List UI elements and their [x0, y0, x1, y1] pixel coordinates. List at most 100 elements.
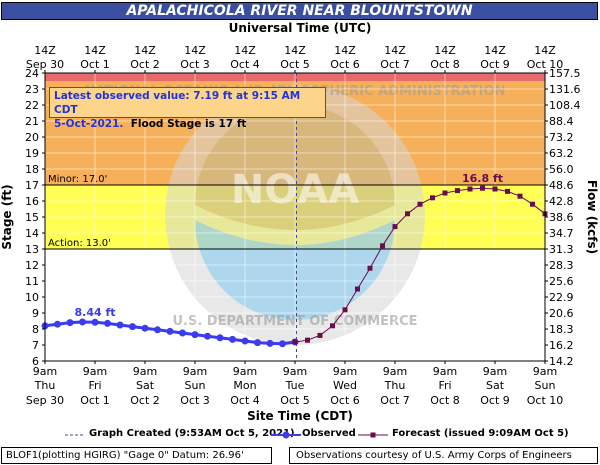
stage-tick-label: 19	[25, 147, 39, 160]
top-tick-date: Oct 1	[80, 58, 110, 71]
top-tick-time: 14Z	[484, 44, 506, 57]
observation-date: 5-Oct-2021.	[54, 118, 124, 130]
forecast-point	[455, 188, 460, 194]
flow-tick-label: 108.4	[549, 99, 581, 112]
latest-observation-text: Latest observed value: 7.19 ft at 9:15 A…	[54, 90, 301, 116]
stage-tick-label: 12	[25, 259, 39, 272]
observations-credit-footer: Observations courtesy of U.S. Army Corps…	[289, 447, 598, 464]
flow-tick-label: 48.6	[549, 179, 574, 192]
flow-tick-label: 16.2	[549, 339, 574, 352]
flow-tick-label: 73.2	[549, 131, 574, 144]
observed-point	[266, 339, 274, 347]
threshold-label: Action: 13.0'	[48, 238, 111, 249]
flow-tick-label: 131.6	[549, 83, 581, 96]
forecast-point	[317, 332, 323, 338]
stage-tick-label: 24	[25, 67, 39, 80]
threshold-label: Minor: 17.0'	[48, 174, 107, 185]
observed-point	[66, 319, 74, 327]
stage-tick-label: 20	[25, 131, 39, 144]
observed-point	[279, 340, 286, 348]
legend-forecast: Forecast (issued 9:09AM Oct 5)	[392, 428, 569, 439]
top-tick-date: Oct 9	[480, 58, 510, 71]
forecast-point	[480, 185, 485, 191]
legend: Graph Created (9:53AM Oct 5, 2021) Obser…	[0, 428, 600, 442]
top-tick-date: Oct 5	[280, 58, 310, 71]
flow-tick-label: 20.6	[549, 307, 574, 320]
forecast-point	[305, 337, 310, 343]
stage-tick-label: 22	[25, 99, 39, 112]
observed-point	[254, 339, 261, 347]
bottom-tick-date: Oct 5	[280, 394, 310, 407]
forecast-point	[342, 307, 348, 313]
bottom-tick-time: 9am	[133, 365, 157, 378]
observed-legend-icon	[271, 431, 301, 439]
bottom-tick-day: Mon	[233, 379, 256, 392]
observed-point	[191, 331, 199, 339]
bottom-tick-date: Oct 7	[380, 394, 410, 407]
flow-tick-label: 22.9	[549, 291, 574, 304]
bottom-tick-date: Oct 6	[330, 394, 360, 407]
flow-tick-label: 28.3	[549, 259, 574, 272]
observed-point	[166, 327, 174, 335]
observed-point	[79, 318, 86, 326]
observed-point	[204, 332, 211, 340]
bottom-tick-time: 9am	[483, 365, 507, 378]
bottom-tick-time: 9am	[383, 365, 407, 378]
top-axis-title: Universal Time (UTC)	[228, 21, 372, 35]
top-tick-time: 14Z	[234, 44, 256, 57]
stage-tick-label: 10	[25, 291, 39, 304]
bottom-tick-date: Oct 9	[480, 394, 510, 407]
top-tick-date: Oct 10	[527, 58, 564, 71]
observed-point	[129, 323, 136, 331]
bottom-tick-time: 9am	[183, 365, 207, 378]
stage-tick-label: 9	[32, 307, 39, 320]
bottom-tick-date: Oct 4	[230, 394, 260, 407]
stage-tick-label: 11	[25, 275, 39, 288]
bottom-tick-day: Sun	[535, 379, 556, 392]
stage-tick-label: 13	[25, 243, 39, 256]
flow-tick-label: 88.4	[549, 115, 574, 128]
gage-datum-footer: BLOF1(plotting HGIRG) "Gage 0" Datum: 26…	[1, 447, 272, 464]
stage-tick-label: 6	[32, 355, 39, 368]
forecast-point	[292, 339, 298, 345]
flood-stage-note: 5-Oct-2021. Flood Stage is 17 ft	[54, 117, 321, 131]
flow-tick-label: 34.7	[549, 227, 574, 240]
stage-tick-label: 17	[25, 179, 39, 192]
chart-title: APALACHICOLA RIVER NEAR BLOUNTSTOWN	[1, 2, 598, 20]
stage-tick-label: 16	[25, 195, 39, 208]
forecast-point	[492, 186, 498, 192]
top-tick-date: Oct 2	[130, 58, 160, 71]
observed-point	[116, 321, 124, 329]
flow-tick-label: 38.6	[549, 211, 574, 224]
top-tick-time: 14Z	[384, 44, 406, 57]
forecast-point	[530, 201, 535, 207]
flow-tick-label: 18.3	[549, 323, 574, 336]
stage-axis-label: Stage (ft)	[0, 184, 14, 249]
top-tick-date: Oct 6	[330, 58, 360, 71]
forecast-point	[380, 243, 385, 249]
forecast-point	[330, 323, 335, 329]
bottom-tick-time: 9am	[533, 365, 557, 378]
flow-tick-label: 63.2	[549, 147, 574, 160]
bottom-tick-date: Oct 8	[430, 394, 460, 407]
legend-graph-created: Graph Created (9:53AM Oct 5, 2021)	[89, 428, 295, 439]
stage-tick-label: 7	[32, 339, 39, 352]
forecast-point	[505, 188, 510, 194]
bottom-tick-day: Tue	[285, 379, 305, 392]
forecast-point	[442, 190, 448, 196]
forecast-point	[405, 211, 410, 217]
stage-tick-label: 18	[25, 163, 39, 176]
flow-tick-label: 56.0	[549, 163, 574, 176]
forecast-point	[355, 286, 360, 292]
observed-point	[141, 324, 149, 332]
bottom-tick-day: Wed	[333, 379, 357, 392]
forecast-point	[517, 193, 523, 199]
flow-axis-label: Flow (kcfs)	[585, 180, 599, 254]
top-tick-time: 14Z	[534, 44, 556, 57]
bottom-tick-day: Fri	[88, 379, 101, 392]
bottom-tick-day: Sat	[486, 379, 505, 392]
top-tick-time: 14Z	[34, 44, 56, 57]
bottom-tick-time: 9am	[233, 365, 257, 378]
